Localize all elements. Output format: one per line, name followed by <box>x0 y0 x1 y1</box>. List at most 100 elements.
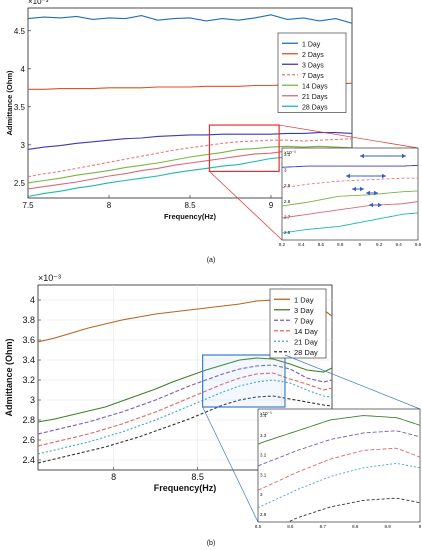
y-tick-label: 4.5 <box>14 27 26 36</box>
series-line <box>38 364 332 435</box>
shift-arrowhead <box>402 153 406 159</box>
x-axis-label: Frequency(Hz) <box>164 212 217 221</box>
inset-x-tick-label: 9.6 <box>415 242 422 247</box>
inset-series-line <box>258 463 420 509</box>
inset-y-tick-label: 3.3 <box>260 433 267 438</box>
inset-series-line <box>282 190 418 207</box>
inset: ×10⁻³ 8.2 8.4 8.6 8.8 9 9.2 9.4 9.6 3.1 3 2.9 2.8 2.7… <box>209 124 422 247</box>
inset-x-tick-label: 8.6 <box>287 524 294 529</box>
x-tick-label: 7.5 <box>22 201 34 210</box>
x-tick-label: 8.5 <box>184 201 196 210</box>
caption-b: (b) <box>207 540 216 547</box>
legend-label: 7 Days <box>302 73 324 80</box>
x-tick-label: 9 <box>269 201 274 210</box>
legend-label: 14 Day <box>294 327 318 336</box>
inset-x-tick-label: 9.2 <box>376 242 383 247</box>
legend-label: 21 Day <box>294 337 318 346</box>
inset-frame <box>257 408 421 523</box>
y-tick-label: 3.2 <box>22 375 35 385</box>
x-tick-label: 8 <box>111 472 116 482</box>
series-line <box>38 379 332 455</box>
y-tick-label: 3 <box>21 141 26 150</box>
inset-x-tick-label: 8.9 <box>384 524 391 529</box>
y-axis-label: Admittance (Ohm) <box>4 338 14 416</box>
y-tick-label: 2.5 <box>14 179 26 188</box>
legend-label: 28 Days <box>302 104 328 111</box>
inset-series-group <box>258 415 420 522</box>
inset-y-tick-label: 2.7 <box>284 214 291 219</box>
inset-exponent-label: ×10⁻³ <box>284 150 296 155</box>
shift-arrowhead <box>346 173 350 179</box>
legend-label: 2 Days <box>302 52 324 59</box>
inset-y-tick-label: 3.4 <box>260 413 267 418</box>
legend-label: 3 Day <box>294 306 314 315</box>
y-exponent-label: ×10⁻³ <box>38 273 61 283</box>
inset-y-tick-label: 3 <box>260 492 263 497</box>
caption-a: (a) <box>207 257 216 264</box>
shift-arrowhead <box>374 190 378 196</box>
series-line <box>38 395 332 464</box>
inset-y-tick-label: 2.9 <box>284 183 291 188</box>
panel-a: 2.5 3 3.5 4 4.5 7.5 8 8.5 9 ×10⁻³ Frequency(Hz) Adm… <box>5 0 422 247</box>
y-tick-label: 4 <box>30 295 35 305</box>
y-exponent-label: ×10⁻³ <box>28 0 49 6</box>
inset-frame <box>281 147 419 241</box>
inset-x-tick-label: 8.4 <box>298 242 305 247</box>
shift-arrowhead <box>382 173 386 179</box>
y-tick-label: 3.5 <box>14 103 26 112</box>
inset-x-tick-label: 9 <box>358 242 361 247</box>
legend-label: 1 Day <box>302 41 321 48</box>
inset-x-tick-label: 8.7 <box>320 524 327 529</box>
legend-label: 14 Days <box>302 83 328 90</box>
legend-label: 3 Days <box>302 62 324 69</box>
inset-x-tick-label: 8.8 <box>337 242 344 247</box>
y-axis-label: Admittance (Ohm) <box>5 70 14 136</box>
inset-series-line <box>258 430 420 467</box>
inset-y-tick-label: 2.6 <box>284 230 291 235</box>
inset-y-tick-label: 2.9 <box>260 512 267 517</box>
shift-arrowhead <box>378 202 382 208</box>
zoom-connector <box>209 171 283 241</box>
inset-y-tick-label: 3.1 <box>284 152 291 157</box>
y-tick-label: 3.4 <box>22 355 35 365</box>
x-tick-label: 8 <box>107 201 112 210</box>
shift-arrowhead <box>366 190 370 196</box>
zoom-box <box>208 124 280 173</box>
inset-x-tick-label: 8.2 <box>279 242 286 247</box>
inset: ×10⁻³ 8.5 8.6 8.7 8.8 8.9 9 3.4 3.3 3.2 3.1 3 2.9 <box>202 354 422 529</box>
series-line <box>28 14 352 24</box>
y-tick-label: 2.6 <box>22 435 35 445</box>
inset-x-tick-label: 8.8 <box>352 524 359 529</box>
legend-box <box>269 288 327 359</box>
inset-x-tick-label: 8.6 <box>318 242 325 247</box>
inset-exponent-label: ×10⁻³ <box>260 411 272 416</box>
x-tick-label: 8.5 <box>191 472 204 482</box>
inset-series-line <box>282 212 418 234</box>
panel-b: 2.4 2.6 2.8 3 3.2 3.4 3.6 3.8 4 8 8.5 9 ×10⁻³ Frequen… <box>4 273 422 529</box>
series-line <box>38 372 332 447</box>
inset-series-line <box>287 497 420 522</box>
inset-x-tick-label: 9.4 <box>395 242 402 247</box>
inset-y-tick-label: 3.1 <box>260 472 267 477</box>
y-tick-label: 3.8 <box>22 315 35 325</box>
y-tick-label: 4 <box>21 65 26 74</box>
x-axis-label: Frequency(Hz) <box>154 483 217 493</box>
zoom-connector <box>202 406 259 523</box>
shift-arrowhead <box>360 186 364 192</box>
zoom-box <box>202 354 286 408</box>
inset-series-line <box>282 164 418 168</box>
legend-label: 28 Day <box>294 348 318 357</box>
inset-series-group <box>282 164 418 234</box>
inset-x-tick-label: 9 <box>419 524 422 529</box>
shift-arrowhead <box>352 186 356 192</box>
legend-label: 1 Day <box>294 295 314 304</box>
zoom-connector <box>284 354 421 410</box>
legend-box <box>277 32 347 113</box>
shift-arrowhead <box>369 202 373 208</box>
legend: 1 Day 2 Days 3 Days 7 Days 14 Days 21 Days 28 … <box>277 32 347 113</box>
legend-label: 7 Day <box>294 316 314 325</box>
inset-series-line <box>282 177 418 189</box>
legend-label: 21 Days <box>302 94 328 101</box>
